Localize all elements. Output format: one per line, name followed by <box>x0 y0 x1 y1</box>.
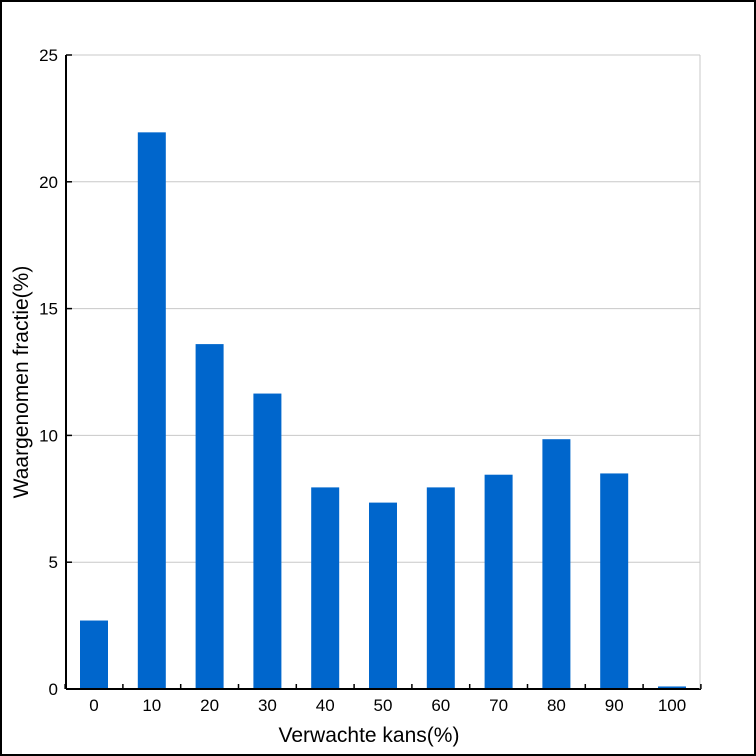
x-tick-label: 70 <box>489 696 508 715</box>
bar <box>80 620 108 689</box>
y-axis-title: Waargenomen fractie(%) <box>10 266 33 499</box>
bar <box>426 487 455 689</box>
x-tick-label: 100 <box>658 696 686 715</box>
x-tick-label: 10 <box>142 696 161 715</box>
x-tick-label: 30 <box>258 696 277 715</box>
x-tick-label: 20 <box>200 696 219 715</box>
y-tick-label: 10 <box>39 426 58 445</box>
bar <box>311 487 340 689</box>
x-tick-label: 90 <box>605 696 624 715</box>
axes <box>65 54 701 690</box>
y-tick-label: 15 <box>39 300 58 319</box>
bar <box>484 474 513 689</box>
bar <box>369 502 397 689</box>
bar <box>542 439 571 689</box>
x-tick-label: 40 <box>316 696 335 715</box>
x-tick-label: 0 <box>89 696 98 715</box>
x-tick-label: 80 <box>547 696 566 715</box>
y-ticks: 0 5 10 15 20 25 <box>39 46 72 699</box>
x-tick-label: 50 <box>374 696 393 715</box>
bars <box>80 132 686 689</box>
bar <box>253 393 282 689</box>
bar <box>658 686 686 689</box>
bar <box>195 344 224 689</box>
x-axis-title: Verwachte kans(%) <box>279 724 460 747</box>
bar <box>600 473 629 689</box>
y-tick-label: 25 <box>39 46 58 65</box>
x-ticks: 0 10 20 30 40 50 60 70 80 90 100 <box>64 684 702 715</box>
y-tick-label: 0 <box>49 680 58 699</box>
y-tick-label: 20 <box>39 173 58 192</box>
bar <box>137 132 166 689</box>
x-tick-label: 60 <box>431 696 450 715</box>
y-tick-label: 5 <box>49 553 58 572</box>
